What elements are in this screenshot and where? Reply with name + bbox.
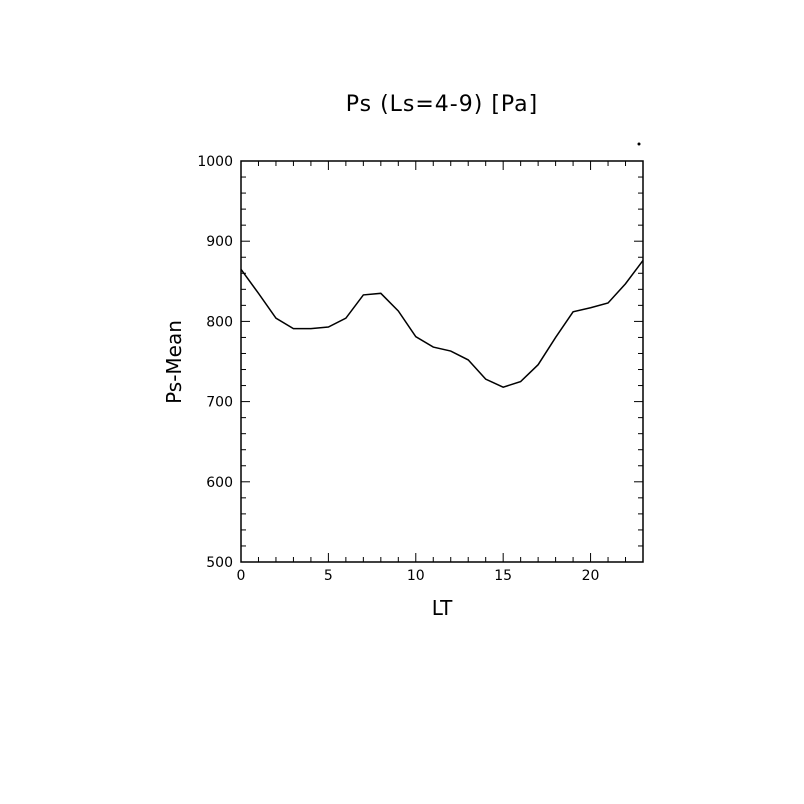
chart-title: Ps (Ls=4-9) [Pa] (346, 92, 539, 117)
x-axis-label: LT (432, 596, 453, 620)
y-tick-label: 800 (206, 314, 233, 330)
axis-ticks (240, 160, 644, 563)
x-tick-label: 15 (494, 568, 512, 584)
y-tick-label: 500 (206, 555, 233, 571)
series-line (240, 259, 644, 388)
y-tick-label: 1000 (197, 154, 233, 170)
y-tick-label: 700 (206, 395, 233, 411)
plot-frame (240, 160, 644, 563)
tick-labels: 0 5 10 15 20 500 600 700 800 900 1000 (197, 154, 599, 584)
x-tick-label: 10 (407, 568, 425, 584)
x-tick-label: 20 (582, 568, 600, 584)
x-tick-label: 5 (324, 568, 333, 584)
y-tick-label: 900 (206, 234, 233, 250)
y-tick-label: 600 (206, 475, 233, 491)
x-tick-label: 0 (237, 568, 246, 584)
corner-dot (637, 142, 641, 146)
y-axis-label: Ps-Mean (162, 320, 186, 404)
